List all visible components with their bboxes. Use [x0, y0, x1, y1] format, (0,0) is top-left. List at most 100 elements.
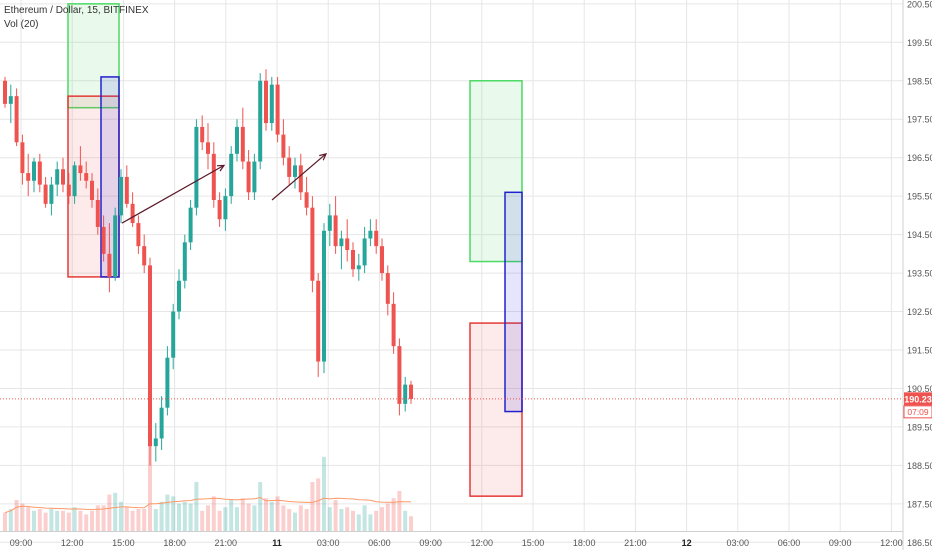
candle-body	[72, 165, 77, 197]
current-price-label: 190.23	[904, 394, 932, 404]
trend-arrow-head	[319, 152, 328, 161]
volume-bar	[246, 503, 251, 531]
candle-body	[235, 126, 239, 154]
time-tick-label: 06:00	[778, 538, 801, 548]
trend-arrow-head	[216, 164, 226, 172]
volume-bar	[281, 505, 286, 531]
volume-bar	[275, 496, 280, 531]
candle-body	[107, 253, 112, 277]
time-tick-label: 06:00	[368, 538, 391, 548]
price-tick-label: 189.50	[907, 422, 932, 432]
volume-bar	[380, 507, 384, 531]
candle-body	[49, 184, 54, 204]
price-tick-label: 194.50	[907, 230, 932, 240]
price-tick-label: 190.50	[907, 384, 932, 394]
candle-body	[32, 161, 36, 181]
time-tick-label: 09:00	[829, 538, 852, 548]
countdown-label: 07:09	[907, 407, 929, 417]
volume-bar	[362, 505, 367, 531]
drawing-zones[interactable]	[67, 3, 523, 497]
candle-body	[211, 153, 216, 200]
candle-body	[252, 161, 257, 193]
candle-body	[264, 80, 268, 124]
candle-body	[316, 280, 321, 362]
price-tick-label: 192.50	[907, 307, 932, 317]
volume-bar	[107, 494, 112, 531]
candle-body	[298, 165, 303, 193]
volume-bar	[20, 503, 25, 531]
volume-bar	[32, 510, 36, 531]
candle-body	[362, 238, 367, 266]
candle-body	[200, 126, 205, 143]
volume-bar	[153, 509, 158, 531]
volume-bar	[55, 510, 60, 531]
candle-body	[351, 250, 355, 270]
volume-bar	[397, 491, 402, 531]
price-tick-label: 199.50	[907, 38, 932, 48]
volume-bar	[3, 512, 7, 531]
candles	[3, 69, 413, 466]
volume-bar	[182, 501, 187, 531]
volume-indicator-label[interactable]: Vol (20)	[4, 19, 39, 30]
price-tick-label: 191.50	[907, 346, 932, 356]
price-tick-label: 188.50	[907, 461, 932, 471]
candle-body	[182, 242, 187, 281]
candle-body	[171, 311, 176, 358]
time-tick-label: 12:00	[61, 538, 84, 548]
volume-bar	[217, 510, 222, 531]
candle-body	[136, 223, 141, 247]
volume-bar	[403, 510, 408, 531]
candle-body	[403, 384, 408, 404]
candle-body	[223, 196, 228, 220]
volume-bar	[310, 482, 315, 531]
time-tick-label: 15:00	[522, 538, 545, 548]
candle-body	[84, 173, 89, 181]
time-tick-label: 18:00	[573, 538, 596, 548]
candle-body	[304, 192, 309, 208]
chart-legend: Ethereum / Dollar, 15, BITFINEX Vol (20)	[4, 4, 149, 32]
time-tick-label: 15:00	[112, 538, 135, 548]
volume-bar	[409, 516, 413, 531]
candle-body	[177, 280, 181, 312]
candle-body	[322, 230, 326, 362]
volume-bar	[61, 510, 65, 531]
candle-body	[20, 142, 25, 174]
volume-bar	[165, 494, 170, 531]
candle-body	[43, 184, 48, 204]
candle-body	[287, 157, 292, 177]
volume-bar	[49, 509, 54, 531]
volume-bar	[26, 507, 31, 531]
volume-bar	[333, 500, 338, 531]
volume-bar	[385, 503, 390, 531]
symbol-title[interactable]: Ethereum / Dollar, 15, BITFINEX	[4, 5, 149, 16]
candle-body	[8, 96, 13, 104]
time-tick-label: 12:00	[471, 538, 494, 548]
volume-bar	[351, 510, 355, 531]
candle-body	[194, 126, 199, 208]
volume-bar	[95, 505, 100, 531]
price-tick-label: 198.50	[907, 76, 932, 86]
volume-bar	[8, 509, 13, 531]
volume-bar	[90, 510, 94, 531]
candle-body	[339, 238, 344, 247]
price-tick-label: 197.50	[907, 115, 932, 125]
candle-body	[345, 238, 350, 250]
volume-bar	[252, 505, 257, 531]
volume-bar	[368, 514, 373, 531]
candle-body	[275, 84, 280, 135]
volume-bar	[113, 492, 118, 531]
candle-body	[258, 80, 263, 162]
candle-body	[380, 246, 384, 274]
volume-bar	[293, 512, 297, 531]
volume-bar	[211, 496, 216, 531]
price-tick-label: 187.50	[907, 499, 932, 509]
trend-arrows[interactable]	[121, 152, 328, 224]
time-tick-label: 09:00	[10, 538, 33, 548]
candle-body	[368, 230, 373, 239]
time-tick-label: 12:00	[880, 538, 903, 548]
volume-bar	[101, 505, 106, 531]
